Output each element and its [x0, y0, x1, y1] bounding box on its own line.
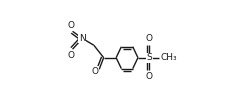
Text: O: O [92, 67, 99, 76]
Text: O: O [68, 21, 74, 30]
Text: O: O [68, 51, 74, 60]
Text: O: O [146, 34, 153, 43]
Text: S: S [146, 53, 152, 62]
Text: CH₃: CH₃ [161, 53, 178, 62]
Text: O: O [146, 72, 153, 81]
Text: N: N [79, 34, 86, 43]
